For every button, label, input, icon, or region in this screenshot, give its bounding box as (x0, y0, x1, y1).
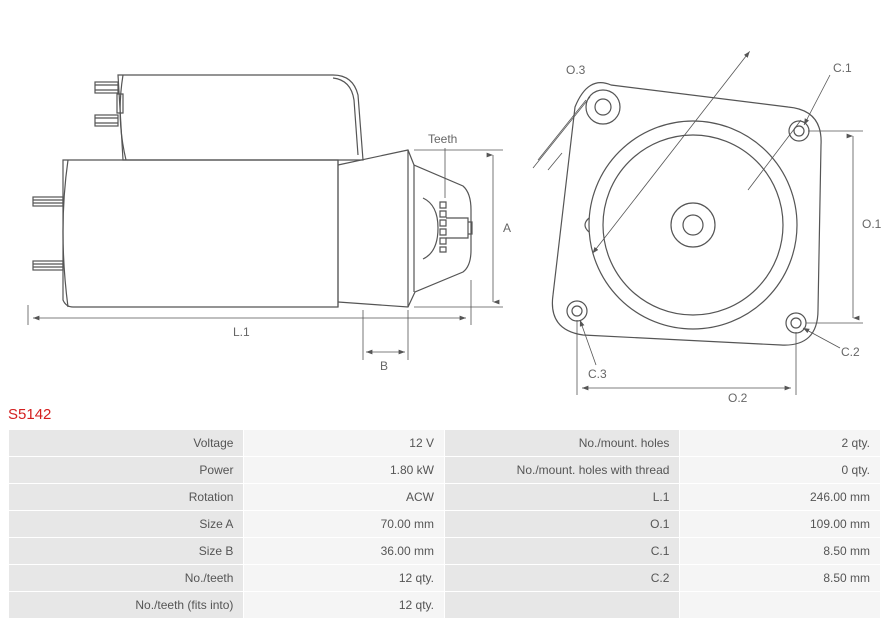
spec-value: 246.00 mm (680, 484, 881, 511)
spec-label: O.1 (444, 511, 679, 538)
spec-label: Rotation (9, 484, 244, 511)
specs-table: Voltage12 VNo./mount. holes2 qty.Power1.… (8, 429, 881, 619)
label-O3: O.3 (566, 63, 586, 77)
spec-value: 109.00 mm (680, 511, 881, 538)
drawing-side-view: Teeth A L.1 B (8, 0, 518, 400)
spec-label: Voltage (9, 430, 244, 457)
spec-value: 12 qty. (244, 565, 445, 592)
table-row: Voltage12 VNo./mount. holes2 qty. (9, 430, 881, 457)
table-row: No./teeth (fits into)12 qty. (9, 592, 881, 619)
label-A: A (503, 221, 511, 235)
label-B: B (380, 359, 388, 373)
table-row: Size A70.00 mmO.1109.00 mm (9, 511, 881, 538)
table-row: RotationACWL.1246.00 mm (9, 484, 881, 511)
label-O2: O.2 (728, 391, 748, 405)
spec-value: ACW (244, 484, 445, 511)
spec-value: 1.80 kW (244, 457, 445, 484)
spec-label: No./mount. holes (444, 430, 679, 457)
label-C3: C.3 (588, 367, 607, 381)
spec-label: C.1 (444, 538, 679, 565)
spec-value (680, 592, 881, 619)
spec-label: Size B (9, 538, 244, 565)
label-C1: C.1 (833, 61, 852, 75)
spec-value: 12 qty. (244, 592, 445, 619)
spec-value: 8.50 mm (680, 565, 881, 592)
spec-label: No./teeth (fits into) (9, 592, 244, 619)
spec-label: L.1 (444, 484, 679, 511)
label-O1: O.1 (862, 217, 882, 231)
spec-value: 2 qty. (680, 430, 881, 457)
spec-value: 0 qty. (680, 457, 881, 484)
table-row: No./teeth12 qty.C.28.50 mm (9, 565, 881, 592)
spec-label: Power (9, 457, 244, 484)
spec-label (444, 592, 679, 619)
page-wrap: Teeth A L.1 B (0, 0, 889, 627)
spec-label: No./teeth (9, 565, 244, 592)
spec-value: 36.00 mm (244, 538, 445, 565)
spec-value: 70.00 mm (244, 511, 445, 538)
label-teeth: Teeth (428, 132, 457, 146)
technical-drawings: Teeth A L.1 B (8, 0, 881, 400)
spec-label: Size A (9, 511, 244, 538)
part-number: S5142 (8, 400, 881, 429)
spec-label: C.2 (444, 565, 679, 592)
label-L1: L.1 (233, 325, 250, 339)
table-row: Size B36.00 mmC.18.50 mm (9, 538, 881, 565)
label-C2: C.2 (841, 345, 860, 359)
spec-value: 12 V (244, 430, 445, 457)
drawing-front-view: C.1 C.2 C.3 O.1 O.2 (518, 0, 888, 400)
spec-label: No./mount. holes with thread (444, 457, 679, 484)
spec-value: 8.50 mm (680, 538, 881, 565)
table-row: Power1.80 kWNo./mount. holes with thread… (9, 457, 881, 484)
